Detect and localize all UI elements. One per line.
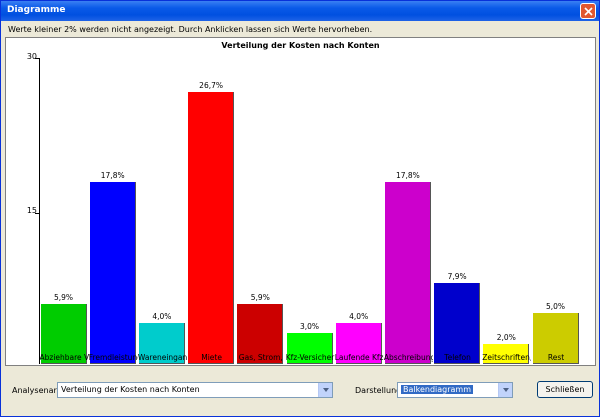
chevron-down-icon[interactable] xyxy=(318,383,332,397)
close-button[interactable]: Schließen xyxy=(537,381,593,398)
category-label: Gas, Strom, xyxy=(238,353,283,362)
bar-value-label: 4,0% xyxy=(349,312,369,322)
bar-value-label: 3,0% xyxy=(299,322,320,332)
category-label: Abziehbare V xyxy=(39,353,89,362)
bar-value-label: 17,8% xyxy=(100,171,125,181)
darstellung-label: Darstellung xyxy=(355,386,402,395)
analysenart-select[interactable]: Verteilung der Kosten nach Konten xyxy=(57,382,333,398)
title-bar[interactable]: Diagramme xyxy=(1,1,599,21)
chart-title: Verteilung der Kosten nach Konten xyxy=(221,41,380,50)
chart-bar[interactable] xyxy=(40,303,87,364)
chart-bar[interactable] xyxy=(483,343,530,364)
bar-value-label: 5,9% xyxy=(53,292,74,302)
bar-value-label: 5,0% xyxy=(545,302,566,311)
category-label: Fremdleistung xyxy=(88,353,138,362)
darstellung-select[interactable]: Balkendiagramm xyxy=(397,382,513,398)
bar-value-label: 26,7% xyxy=(199,80,223,90)
chart-bar[interactable] xyxy=(532,313,579,364)
window-title: Diagramme xyxy=(7,5,66,15)
bar-value-label: 2,0% xyxy=(496,332,516,342)
bar-value-label: 17,8% xyxy=(395,171,420,181)
y-tick-label: 15 xyxy=(26,206,37,215)
y-axis xyxy=(39,58,40,364)
category-label: Laufende Kfz- xyxy=(334,353,384,362)
category-label: Telefon xyxy=(444,353,471,362)
analysenart-value: Verteilung der Kosten nach Konten xyxy=(61,385,200,394)
bar-value-label: 4,0% xyxy=(152,312,172,322)
chart-bar[interactable] xyxy=(89,182,136,364)
info-text: Werte kleiner 2% werden nicht angezeigt.… xyxy=(8,25,373,34)
chevron-down-icon[interactable] xyxy=(498,383,512,397)
chart-bar[interactable] xyxy=(188,91,235,364)
category-label: Kfz-Versicher xyxy=(285,353,335,362)
analysenart-label: Analysenart xyxy=(12,386,60,395)
category-label: Miete xyxy=(201,353,222,362)
y-tick-label: 30 xyxy=(26,52,37,61)
chart-bar[interactable] xyxy=(434,283,481,364)
bar-value-label: 7,9% xyxy=(447,272,467,282)
chart-panel: Verteilung der Kosten nach Konten 30 15 … xyxy=(5,37,596,366)
y-tick-mark xyxy=(35,58,39,59)
category-label: Zeitschriften, xyxy=(482,353,532,362)
close-window-button[interactable] xyxy=(580,3,596,19)
chart-bar[interactable] xyxy=(335,323,382,364)
chart-bar[interactable] xyxy=(384,182,431,364)
category-label: Rest xyxy=(547,353,565,362)
y-tick-mark xyxy=(35,213,39,214)
category-label: Abschreibung xyxy=(383,353,433,362)
chart-bar[interactable] xyxy=(286,333,333,364)
chart-bar[interactable] xyxy=(138,323,185,364)
bar-value-label: 5,9% xyxy=(250,292,270,302)
close-icon xyxy=(584,7,593,16)
darstellung-value: Balkendiagramm xyxy=(401,385,474,394)
category-label: Wareneingan xyxy=(137,353,187,362)
chart-bar[interactable] xyxy=(237,303,284,364)
